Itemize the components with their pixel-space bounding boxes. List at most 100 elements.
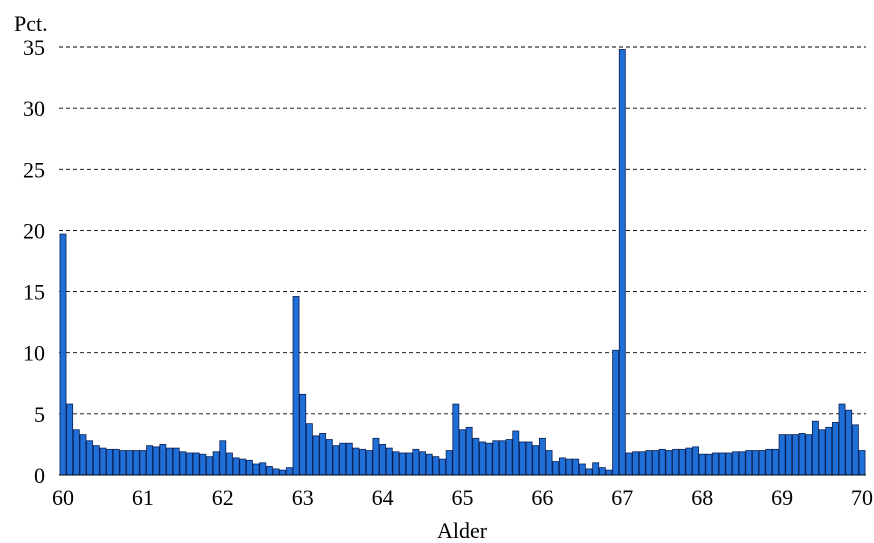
bar [259,462,267,476]
bar [332,445,340,476]
y-axis-label: Pct. [14,11,48,36]
x-tick-label: 64 [372,485,394,510]
bar [159,444,167,476]
bar [592,462,600,476]
x-tick-label: 67 [611,485,633,510]
bar [492,440,500,476]
bar [219,440,227,476]
bar [292,296,300,476]
y-tick-label: 25 [23,157,45,182]
bar [232,457,240,476]
bar [299,393,307,476]
bar [552,461,560,476]
bar [66,403,74,476]
bar [319,433,327,476]
bar [725,452,733,476]
bar [851,424,859,476]
x-tick-label: 68 [691,485,713,510]
bar [359,448,367,476]
bar [419,451,426,476]
bar [172,447,180,476]
bar [212,451,220,476]
bar [265,466,273,476]
bar [565,458,573,476]
bar [558,457,566,476]
bar [126,450,134,476]
bar [698,453,706,476]
bar [625,452,633,476]
bar [226,452,233,476]
bar [585,468,593,476]
x-axis-label: Alder [437,518,488,543]
bar [392,451,400,476]
bars [59,49,866,476]
bar [632,451,640,476]
bar [305,423,313,476]
bar [112,448,120,476]
bar [825,426,833,476]
bar [758,450,766,476]
bar [106,448,114,476]
bar [665,450,673,476]
bar [618,49,626,476]
bar [692,446,699,476]
bar [99,447,107,476]
bar [818,429,826,476]
x-tick-label: 60 [52,485,74,510]
bar [545,450,553,476]
bar [798,433,806,476]
x-tick-label: 63 [292,485,314,510]
bar [472,437,480,476]
bar [379,444,387,476]
bar [838,403,846,476]
bar [765,448,773,476]
bar [791,434,799,476]
y-tick-label: 5 [34,402,45,427]
bar [86,440,94,476]
bar [831,422,839,476]
bar [485,442,493,476]
bar [845,409,853,476]
bar [372,437,380,476]
bar [612,349,620,476]
bar [146,445,153,476]
bar [405,452,413,476]
bar [519,441,526,476]
y-tick-label: 0 [34,463,45,488]
bar [139,450,147,476]
bar [672,448,679,476]
bar [272,468,280,476]
bar [192,452,200,476]
bar [752,450,759,476]
x-tick-label: 66 [531,485,553,510]
bar [399,452,407,476]
bar [445,450,453,476]
bar [459,429,466,476]
bar [712,452,719,476]
bar [572,458,580,476]
bar [252,463,260,476]
bar [525,441,533,476]
bar [92,445,100,476]
bar [465,426,473,476]
bar [339,442,347,476]
bar [312,435,320,476]
bar [239,458,247,476]
bar [705,453,713,476]
bar [119,450,127,476]
y-tick-label: 35 [23,35,45,60]
bar [718,452,726,476]
x-tick-label: 65 [452,485,474,510]
bar [432,456,440,476]
bar [166,447,173,476]
bar [199,453,207,476]
bar [79,434,87,476]
bar [638,451,646,476]
bar [412,448,420,476]
x-tick-label: 62 [212,485,234,510]
bar [745,450,753,476]
bar [499,440,506,476]
bar [532,445,540,476]
bar [732,451,739,476]
